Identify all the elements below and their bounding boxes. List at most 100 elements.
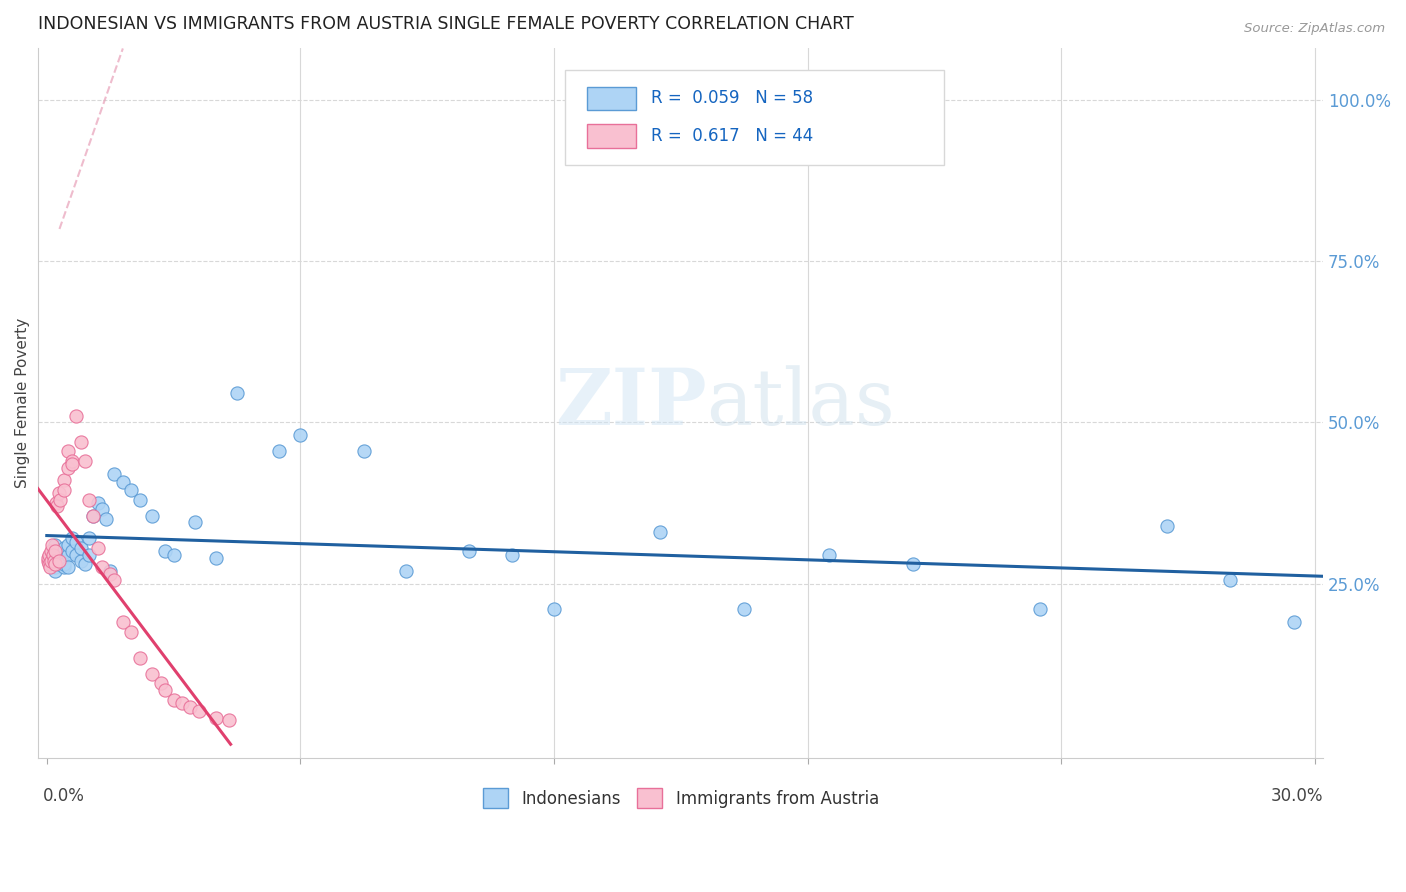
Bar — [586, 124, 636, 148]
Point — [73, 454, 96, 468]
Point — [290, 428, 312, 442]
Point — [120, 483, 142, 497]
Point — [82, 508, 104, 523]
FancyBboxPatch shape — [565, 70, 943, 165]
Point — [60, 544, 83, 558]
Point — [46, 499, 69, 513]
Point — [120, 624, 142, 639]
Point — [65, 548, 87, 562]
Point — [45, 496, 67, 510]
Point — [77, 548, 100, 562]
Text: INDONESIAN VS IMMIGRANTS FROM AUSTRIA SINGLE FEMALE POVERTY CORRELATION CHART: INDONESIAN VS IMMIGRANTS FROM AUSTRIA SI… — [38, 15, 853, 33]
Point — [69, 434, 91, 449]
Point — [39, 560, 62, 574]
Point — [170, 696, 193, 710]
Point — [48, 554, 70, 568]
Point — [48, 544, 70, 558]
Point — [179, 700, 201, 714]
Point — [153, 682, 176, 697]
Point — [205, 711, 228, 725]
Point — [98, 564, 121, 578]
Point — [56, 460, 79, 475]
Point — [52, 541, 75, 555]
Point — [52, 474, 75, 488]
Y-axis label: Single Female Poverty: Single Female Poverty — [15, 318, 30, 488]
Point — [69, 554, 91, 568]
Point — [48, 554, 70, 568]
Point — [218, 713, 240, 727]
Point — [149, 676, 172, 690]
Point — [153, 544, 176, 558]
Point — [38, 558, 60, 572]
Point — [205, 550, 228, 565]
Point — [37, 550, 59, 565]
Point — [183, 516, 205, 530]
Point — [1156, 518, 1178, 533]
Point — [60, 532, 83, 546]
Text: Source: ZipAtlas.com: Source: ZipAtlas.com — [1244, 22, 1385, 36]
Point — [90, 560, 112, 574]
Point — [128, 492, 150, 507]
Point — [128, 650, 150, 665]
Point — [187, 704, 209, 718]
Point — [44, 560, 66, 574]
Point — [39, 558, 62, 572]
Bar — [586, 87, 636, 110]
Point — [98, 566, 121, 581]
Point — [353, 444, 375, 458]
Point — [52, 558, 75, 572]
Text: R =  0.059   N = 58: R = 0.059 N = 58 — [651, 89, 813, 107]
Point — [56, 444, 79, 458]
Point — [69, 541, 91, 555]
Point — [60, 454, 83, 468]
Text: ZIP: ZIP — [555, 365, 706, 441]
Point — [52, 483, 75, 497]
Point — [39, 544, 62, 558]
Point — [73, 558, 96, 572]
Point — [52, 560, 75, 574]
Point — [543, 602, 565, 616]
Point — [90, 502, 112, 516]
Point — [48, 548, 70, 562]
Point — [65, 409, 87, 423]
Point — [48, 486, 70, 500]
Point — [44, 564, 66, 578]
Point — [162, 548, 184, 562]
Point — [49, 492, 72, 507]
Point — [56, 548, 79, 562]
Point — [901, 558, 924, 572]
Point — [44, 550, 66, 565]
Point — [269, 444, 291, 458]
Point — [82, 508, 104, 523]
Point — [1282, 615, 1305, 630]
Point — [39, 554, 62, 568]
Point — [141, 508, 163, 523]
Point — [41, 538, 63, 552]
Point — [111, 615, 134, 630]
Point — [103, 574, 125, 588]
Point — [733, 602, 755, 616]
Point — [37, 554, 59, 568]
Point — [1029, 602, 1052, 616]
Point — [86, 541, 108, 555]
Point — [1219, 574, 1241, 588]
Point — [60, 458, 83, 472]
Point — [77, 492, 100, 507]
Point — [501, 548, 523, 562]
Point — [44, 538, 66, 552]
Text: atlas: atlas — [706, 365, 896, 441]
Point — [42, 548, 65, 562]
Point — [52, 550, 75, 565]
Point — [648, 524, 671, 539]
Point — [44, 544, 66, 558]
Text: R =  0.617   N = 44: R = 0.617 N = 44 — [651, 127, 814, 145]
Point — [65, 534, 87, 549]
Point — [56, 538, 79, 552]
Point — [38, 550, 60, 565]
Point — [48, 558, 70, 572]
Point — [141, 666, 163, 681]
Point — [56, 560, 79, 574]
Point — [162, 692, 184, 706]
Point — [44, 558, 66, 572]
Point — [39, 548, 62, 562]
